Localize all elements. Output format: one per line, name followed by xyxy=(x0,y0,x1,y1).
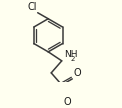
Text: Cl: Cl xyxy=(27,2,37,12)
Text: O: O xyxy=(73,68,81,78)
Text: NH: NH xyxy=(64,50,77,59)
Text: O: O xyxy=(63,97,71,107)
Text: 2: 2 xyxy=(70,56,74,62)
